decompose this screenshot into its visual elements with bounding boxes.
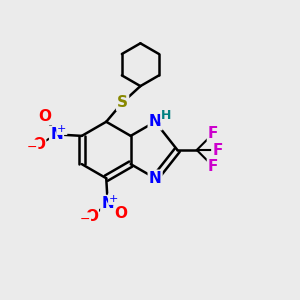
Text: F: F xyxy=(212,142,223,158)
Text: O: O xyxy=(32,137,45,152)
Text: H: H xyxy=(161,109,172,122)
Text: S: S xyxy=(117,95,128,110)
Text: O: O xyxy=(85,209,98,224)
Text: O: O xyxy=(115,206,128,221)
Text: N: N xyxy=(149,114,161,129)
Text: N: N xyxy=(149,171,161,186)
Text: +: + xyxy=(109,194,118,204)
Text: −: − xyxy=(27,141,38,154)
Text: N: N xyxy=(50,127,63,142)
Text: −: − xyxy=(80,213,90,226)
Text: F: F xyxy=(208,159,218,174)
Text: O: O xyxy=(38,109,51,124)
Text: N: N xyxy=(101,196,114,211)
Text: F: F xyxy=(208,126,218,141)
Text: +: + xyxy=(57,124,67,134)
